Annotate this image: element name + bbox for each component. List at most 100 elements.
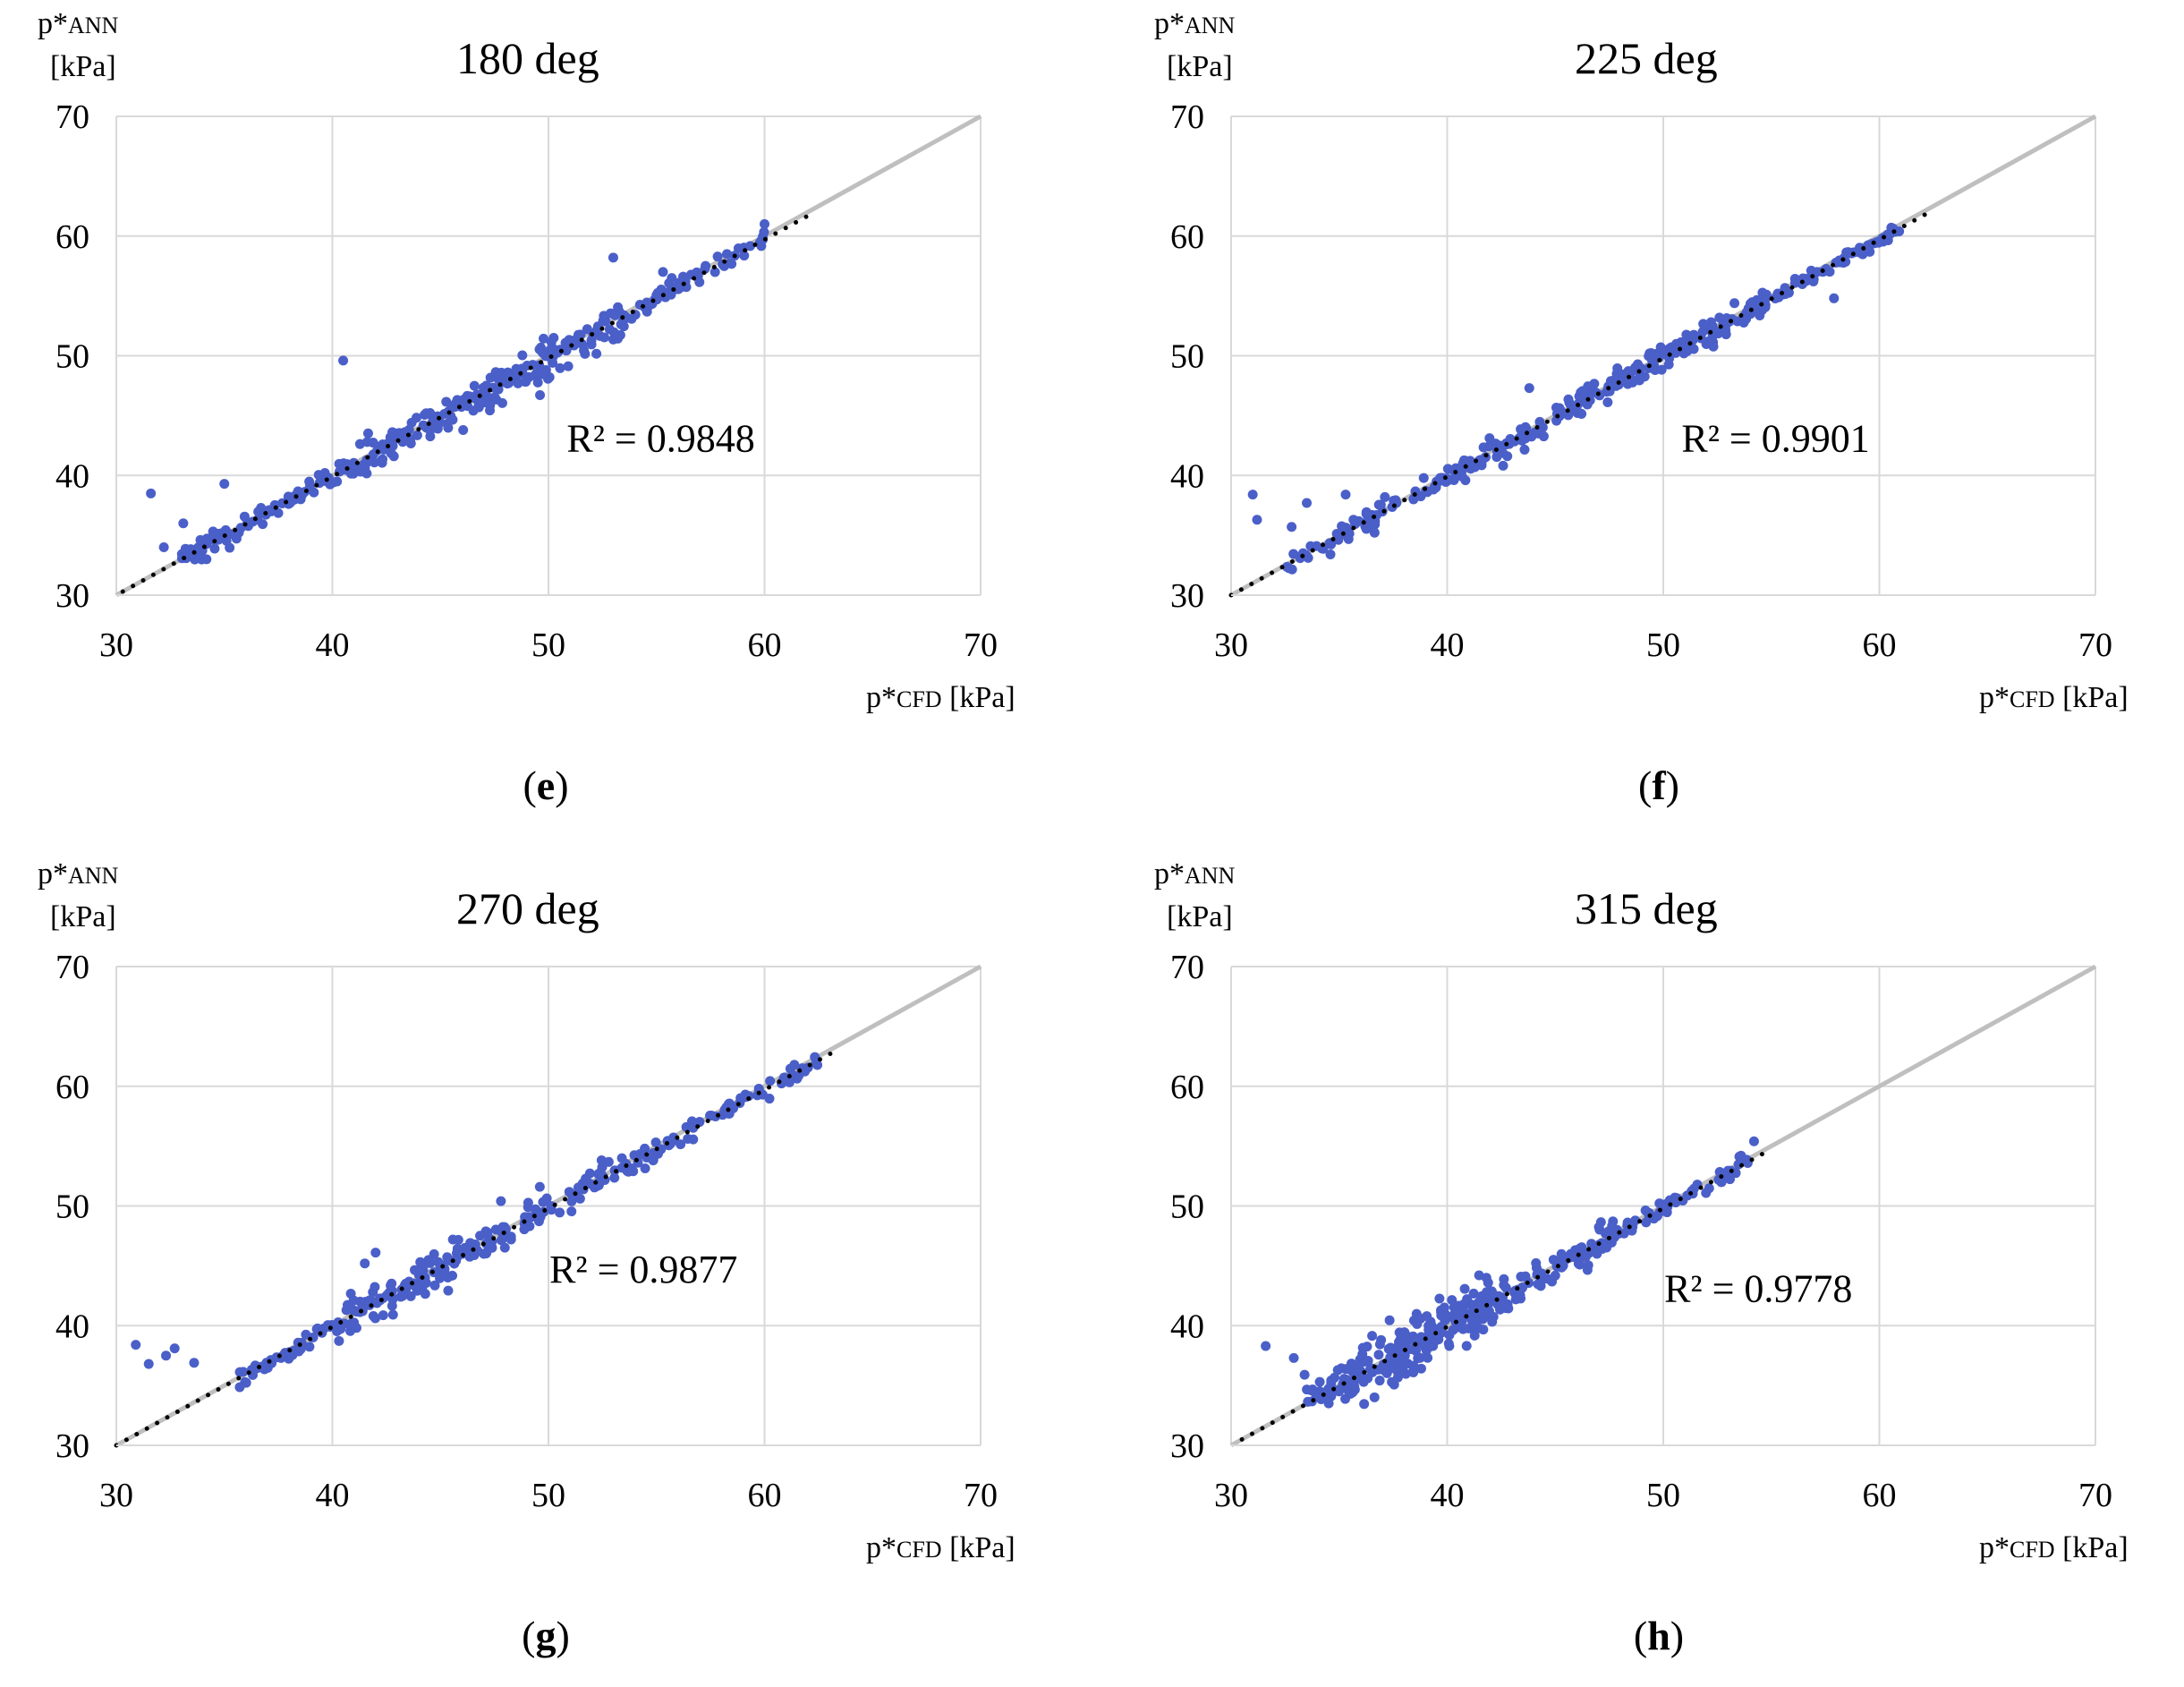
data-point	[1342, 530, 1353, 541]
y-tick-label: 40	[55, 457, 89, 495]
data-point	[1842, 247, 1853, 258]
data-point	[532, 377, 543, 388]
chart-panel-e: p*ANN [kPa] 180 deg 30 40 50 60 70 30 40 50 60 70…	[0, 0, 1092, 837]
x-tick-label: 30	[99, 1477, 133, 1514]
data-point	[577, 339, 588, 350]
data-point	[1580, 1252, 1591, 1263]
data-point	[231, 533, 242, 544]
x-tick-label: 30	[1214, 626, 1248, 664]
data-point-outlier	[1748, 1136, 1759, 1146]
data-point	[388, 451, 399, 462]
data-point	[1550, 1270, 1560, 1281]
data-point	[540, 364, 551, 375]
data-point	[1370, 515, 1381, 526]
data-point	[1476, 456, 1487, 466]
data-point	[1577, 386, 1588, 396]
panel-caption: (g)	[522, 1613, 570, 1658]
data-point-outlier	[1299, 1369, 1310, 1380]
data-point	[334, 1335, 344, 1346]
x-tick-label: 70	[2078, 1477, 2112, 1514]
data-point	[1498, 447, 1508, 458]
data-point-outlier	[143, 1359, 154, 1369]
data-point	[457, 1244, 468, 1255]
data-point	[319, 468, 330, 479]
data-point	[238, 1367, 249, 1377]
data-point	[1392, 1366, 1403, 1376]
data-point	[1500, 1282, 1511, 1293]
y-tick-label: 70	[55, 98, 89, 136]
data-point	[348, 1295, 359, 1306]
data-point	[1627, 366, 1637, 377]
y-tick-label: 60	[55, 218, 89, 256]
data-point	[548, 357, 558, 368]
x-label-main: p*	[866, 681, 897, 714]
data-point	[1516, 424, 1526, 435]
data-point	[341, 1305, 352, 1316]
y-label-main: p*	[1154, 7, 1185, 40]
data-point	[1408, 1360, 1419, 1371]
data-point	[642, 306, 652, 317]
data-point	[723, 1108, 734, 1119]
x-axis-label: p*CFD [kPa]	[1979, 1533, 2129, 1563]
data-point	[484, 1232, 495, 1243]
data-point	[652, 1148, 663, 1159]
data-point	[360, 463, 370, 473]
data-point	[535, 389, 546, 400]
data-point	[1415, 1352, 1425, 1363]
y-label-sub: ANN	[1185, 13, 1236, 38]
x-label-unit: [kPa]	[941, 1531, 1016, 1564]
data-point	[1447, 1295, 1457, 1306]
data-point	[1511, 1292, 1522, 1303]
data-point-outlier	[608, 252, 618, 263]
data-point	[1576, 1242, 1587, 1253]
data-point-outlier	[146, 488, 157, 498]
data-point	[652, 287, 663, 298]
data-point	[347, 1317, 358, 1328]
data-point	[459, 394, 470, 405]
chart-title: 270 deg	[456, 883, 599, 933]
x-tick-label: 40	[1431, 626, 1465, 664]
data-point	[538, 347, 548, 358]
y-axis-label: p*ANN	[38, 9, 118, 39]
data-point	[650, 1137, 661, 1148]
data-point	[424, 423, 435, 434]
data-point	[609, 310, 620, 320]
data-point	[1284, 563, 1295, 574]
panel-caption: (h)	[1633, 1613, 1685, 1658]
data-point	[1325, 549, 1336, 559]
data-point	[563, 361, 574, 371]
data-point	[764, 1094, 775, 1104]
data-point	[521, 377, 531, 388]
chart-title: 315 deg	[1575, 883, 1718, 933]
data-point	[370, 1313, 381, 1324]
data-point	[616, 1153, 627, 1163]
data-point	[1783, 287, 1794, 298]
y-tick-label: 50	[1170, 1189, 1204, 1226]
data-point	[533, 1216, 544, 1227]
y-tick-label: 30	[1170, 1427, 1204, 1465]
caption-letter: g	[535, 1613, 557, 1658]
x-label-main: p*	[1979, 1531, 2010, 1564]
data-point	[443, 1285, 454, 1296]
data-point	[520, 1212, 531, 1223]
data-point	[1656, 364, 1667, 375]
y-tick-label: 70	[55, 949, 89, 986]
x-tick-label: 70	[964, 1477, 998, 1514]
data-point	[1423, 1352, 1433, 1363]
data-point	[429, 1248, 439, 1259]
data-point	[1374, 1376, 1385, 1386]
data-point	[469, 380, 480, 391]
data-point	[190, 554, 200, 565]
data-point	[1326, 1375, 1337, 1385]
data-point-outlier	[534, 1181, 545, 1192]
data-point	[1488, 1290, 1499, 1300]
data-point-outlier	[189, 1358, 200, 1368]
data-point	[523, 1202, 533, 1213]
data-point	[1380, 491, 1390, 502]
data-point	[458, 425, 469, 436]
panel-caption: (e)	[523, 763, 569, 808]
data-point	[517, 363, 528, 374]
data-point	[1531, 1257, 1542, 1268]
chart-panel-f: p*ANN [kPa] 225 deg 30 40 50 60 70 30 40 50 60 70…	[1092, 0, 2183, 837]
data-point	[1655, 342, 1666, 353]
